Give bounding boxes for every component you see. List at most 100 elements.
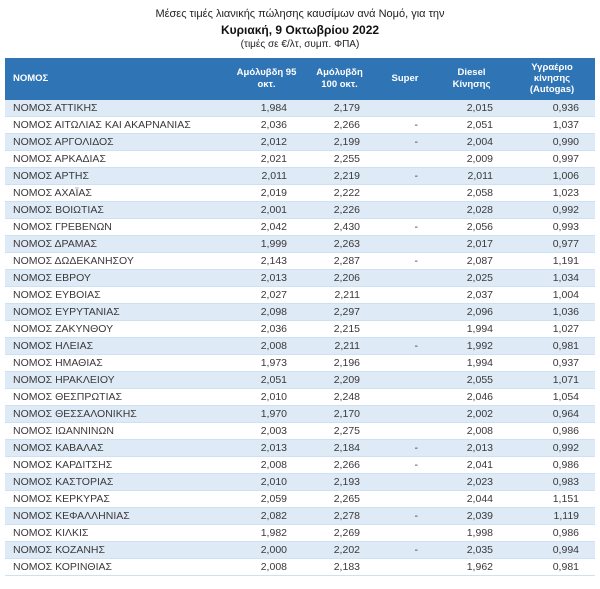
column-header-3: Super [376, 57, 434, 100]
price-value: 1,962 [434, 558, 509, 576]
price-value: 2,042 [230, 218, 303, 236]
table-row: ΝΟΜΟΣ ΕΥΒΟΙΑΣ 2,027 2,211 2,037 1,004 [5, 286, 595, 304]
table-row: ΝΟΜΟΣ ΑΙΤΩΛΙΑΣ ΚΑΙ ΑΚΑΡΝΑΝΙΑΣ 2,036 2,266-… [5, 116, 595, 134]
price-value: 2,019 [230, 184, 303, 202]
prefecture-name: ΝΟΜΟΣ ΗΛΕΙΑΣ [5, 337, 230, 355]
table-row: ΝΟΜΟΣ ΚΕΡΚΥΡΑΣ 2,059 2,265 2,044 1,151 [5, 490, 595, 508]
document-title: Μέσες τιμές λιανικής πώλησης καυσίμων αν… [0, 0, 600, 52]
price-value [376, 473, 434, 491]
price-value: 1,151 [509, 490, 595, 508]
prefecture-name: ΝΟΜΟΣ ΑΙΤΩΛΙΑΣ ΚΑΙ ΑΚΑΡΝΑΝΙΑΣ [5, 116, 230, 134]
column-header-2: Αμόλυβδη 100 οκτ. [303, 57, 376, 100]
price-value: 2,278 [303, 507, 376, 525]
price-value: 1,034 [509, 269, 595, 287]
price-value [376, 422, 434, 440]
table-row: ΝΟΜΟΣ ΗΡΑΚΛΕΙΟΥ 2,051 2,209 2,055 1,071 [5, 371, 595, 389]
price-value: 0,983 [509, 473, 595, 491]
table-row: ΝΟΜΟΣ ΑΡΓΟΛΙΔΟΣ 2,012 2,199-2,004 0,990 [5, 133, 595, 151]
price-value: 2,263 [303, 235, 376, 253]
price-value: 2,219 [303, 167, 376, 185]
price-value: 2,051 [230, 371, 303, 389]
column-header-4: Diesel Κίνησης [434, 57, 509, 100]
price-value: 2,143 [230, 252, 303, 270]
price-value: 2,008 [230, 456, 303, 474]
price-value: 2,058 [434, 184, 509, 202]
prefecture-name: ΝΟΜΟΣ ΕΒΡΟΥ [5, 269, 230, 287]
price-value: 2,096 [434, 303, 509, 321]
price-value: 2,039 [434, 507, 509, 525]
prefecture-name: ΝΟΜΟΣ ΑΡΚΑΔΙΑΣ [5, 150, 230, 168]
price-value: 1,004 [509, 286, 595, 304]
table-row: ΝΟΜΟΣ ΚΕΦΑΛΛΗΝΙΑΣ 2,082 2,278-2,039 1,119 [5, 507, 595, 525]
price-value: 2,193 [303, 473, 376, 491]
title-line-3: (τιμές σε €/λτ, συμπ. ΦΠΑ) [240, 39, 360, 51]
price-value: 0,992 [509, 201, 595, 219]
price-value: - [376, 252, 434, 270]
price-value: 2,265 [303, 490, 376, 508]
price-value: 0,992 [509, 439, 595, 457]
title-line-2: Κυριακή, 9 Οκτωβρίου 2022 [220, 22, 380, 37]
prefecture-name: ΝΟΜΟΣ ΓΡΕΒΕΝΩΝ [5, 218, 230, 236]
price-value: 2,011 [230, 167, 303, 185]
table-row: ΝΟΜΟΣ ΓΡΕΒΕΝΩΝ 2,042 2,430-2,056 0,993 [5, 218, 595, 236]
prefecture-name: ΝΟΜΟΣ ΑΧΑΪΑΣ [5, 184, 230, 202]
price-value [376, 388, 434, 406]
price-value: 2,248 [303, 388, 376, 406]
price-value [376, 320, 434, 338]
price-value: 2,003 [230, 422, 303, 440]
price-value: - [376, 116, 434, 134]
price-value: 2,082 [230, 507, 303, 525]
price-value: 2,196 [303, 354, 376, 372]
price-value: 1,006 [509, 167, 595, 185]
price-value: 2,021 [230, 150, 303, 168]
price-value: 0,981 [509, 558, 595, 576]
table-row: ΝΟΜΟΣ ΑΡΚΑΔΙΑΣ 2,021 2,255 2,009 0,997 [5, 150, 595, 168]
price-value: 0,936 [509, 99, 595, 117]
price-value [376, 354, 434, 372]
prefecture-name: ΝΟΜΟΣ ΑΤΤΙΚΗΣ [5, 99, 230, 117]
price-value: 2,255 [303, 150, 376, 168]
price-value: 1,027 [509, 320, 595, 338]
table-row: ΝΟΜΟΣ ΚΟΖΑΝΗΣ 2,000 2,202-2,035 0,994 [5, 541, 595, 559]
price-value: 1,036 [509, 303, 595, 321]
price-value: 2,012 [230, 133, 303, 151]
price-value: 1,998 [434, 524, 509, 542]
price-value: 2,008 [230, 558, 303, 576]
price-value: 0,990 [509, 133, 595, 151]
price-value: 2,297 [303, 303, 376, 321]
price-value: 2,025 [434, 269, 509, 287]
price-value: 2,184 [303, 439, 376, 457]
price-value: 1,970 [230, 405, 303, 423]
prefecture-name: ΝΟΜΟΣ ΚΙΛΚΙΣ [5, 524, 230, 542]
price-value: 2,023 [434, 473, 509, 491]
price-value: 2,028 [434, 201, 509, 219]
price-value: 2,430 [303, 218, 376, 236]
table-row: ΝΟΜΟΣ ΚΙΛΚΙΣ 1,982 2,269 1,998 0,986 [5, 524, 595, 542]
table-row: ΝΟΜΟΣ ΚΟΡΙΝΘΙΑΣ 2,008 2,183 1,962 0,981 [5, 558, 595, 576]
price-value: 0,997 [509, 150, 595, 168]
prefecture-name: ΝΟΜΟΣ ΒΟΙΩΤΙΑΣ [5, 201, 230, 219]
price-value: 2,226 [303, 201, 376, 219]
price-value: 1,119 [509, 507, 595, 525]
price-value: 2,013 [230, 439, 303, 457]
table-row: ΝΟΜΟΣ ΑΤΤΙΚΗΣ 1,984 2,179 2,015 0,936 [5, 99, 595, 117]
price-value: 2,266 [303, 116, 376, 134]
table-row: ΝΟΜΟΣ ΖΑΚΥΝΘΟΥ 2,036 2,215 1,994 1,027 [5, 320, 595, 338]
prefecture-name: ΝΟΜΟΣ ΔΩΔΕΚΑΝΗΣΟΥ [5, 252, 230, 270]
price-value: - [376, 133, 434, 151]
price-value: - [376, 439, 434, 457]
price-value: 1,994 [434, 320, 509, 338]
price-value: 2,013 [434, 439, 509, 457]
price-value: 1,037 [509, 116, 595, 134]
price-value: 1,994 [434, 354, 509, 372]
price-value: 2,051 [434, 116, 509, 134]
price-value: 1,054 [509, 388, 595, 406]
price-value: 2,202 [303, 541, 376, 559]
price-value: 2,008 [434, 422, 509, 440]
price-value [376, 303, 434, 321]
price-value [376, 405, 434, 423]
price-value: 0,986 [509, 456, 595, 474]
price-value [376, 235, 434, 253]
price-value: 2,211 [303, 337, 376, 355]
price-value: 2,009 [434, 150, 509, 168]
